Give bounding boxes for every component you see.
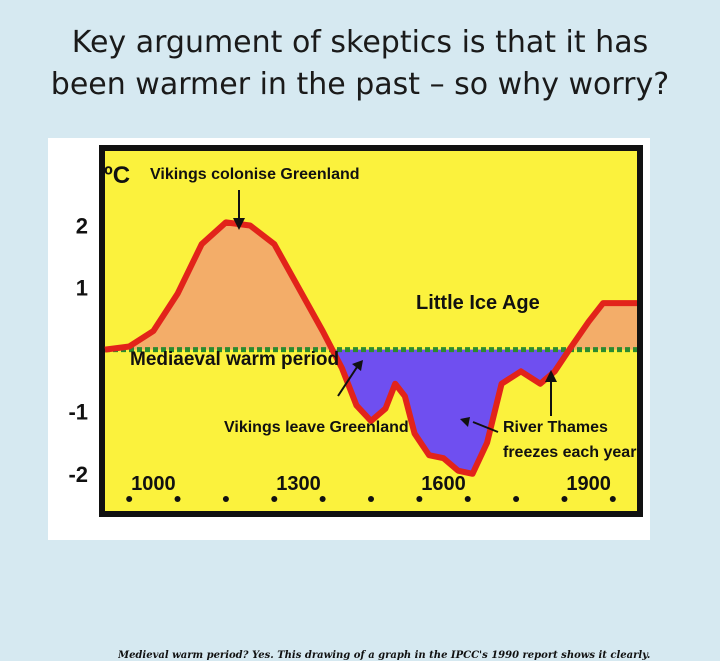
x-minor-tick <box>271 496 278 502</box>
x-minor-tick <box>464 496 471 502</box>
y-axis-unit: ºC <box>104 162 130 189</box>
y-tick-label: -2 <box>68 462 88 487</box>
pointerhead-thames <box>460 417 470 427</box>
x-tick-label: 1600 <box>421 473 466 495</box>
x-minor-tick <box>174 496 181 502</box>
annotation-vikings-colonise: Vikings colonise Greenland <box>150 166 360 183</box>
figure-caption: Medieval warm period? Yes. This drawing … <box>118 650 651 661</box>
annotation-mediaeval-warm-period: Mediaeval warm period <box>130 349 339 370</box>
annotation-vikings-leave: Vikings leave Greenland <box>224 419 409 436</box>
x-tick-label: 1300 <box>276 473 321 495</box>
x-minor-tick <box>319 496 326 502</box>
slide-title-line-2: been warmer in the past – so why worry? <box>50 67 670 102</box>
x-minor-tick <box>609 496 616 502</box>
slide-title: Key argument of skeptics is that it has … <box>0 22 720 106</box>
annotation-little-ice-age: Little Ice Age <box>416 292 540 314</box>
y-tick-label: 1 <box>76 276 88 301</box>
arrowhead-vikings-colonise <box>233 218 245 230</box>
x-minor-tick <box>513 496 520 502</box>
pointer-thames <box>472 421 499 433</box>
annotation-thames-line-2: freezes each year <box>503 444 636 461</box>
x-minor-tick <box>368 496 374 502</box>
y-tick-label: -1 <box>68 400 88 425</box>
x-minor-tick <box>561 496 568 502</box>
slide-title-line-1: Key argument of skeptics is that it has <box>71 25 649 60</box>
arrow-vikings-leave <box>337 363 360 397</box>
cold-area-1 <box>332 349 570 474</box>
x-minor-tick <box>126 496 133 502</box>
annotation-thames-line-1: River Thames <box>503 419 608 436</box>
temperature-figure: 2 1 -1 -2 1000 1300 1600 1900 ºC Vikings colon… <box>48 138 650 661</box>
x-tick-label: 1900 <box>566 473 611 495</box>
x-tick-label: 1000 <box>131 473 176 495</box>
arrowhead-vikings-leave <box>352 360 363 371</box>
warm-area-2 <box>569 303 637 350</box>
temperature-chart: 2 1 -1 -2 1000 1300 1600 1900 ºC Vikings colon… <box>68 145 643 517</box>
arrowhead-thames <box>545 370 557 382</box>
x-minor-tick <box>222 496 229 502</box>
warm-area-0 <box>105 222 333 350</box>
x-minor-tick <box>416 496 423 502</box>
temperature-curve <box>104 219 637 477</box>
y-tick-label: 2 <box>76 213 88 238</box>
